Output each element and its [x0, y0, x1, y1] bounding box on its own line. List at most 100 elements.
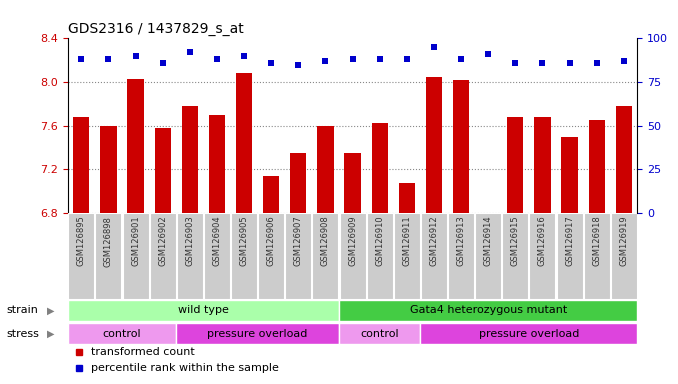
Point: [483, 51, 494, 57]
FancyBboxPatch shape: [150, 213, 176, 299]
Point: [510, 60, 521, 66]
Text: GSM126902: GSM126902: [158, 216, 167, 266]
Point: [374, 56, 385, 63]
Text: GSM126915: GSM126915: [511, 216, 520, 266]
Text: GSM126905: GSM126905: [239, 216, 249, 266]
Point: [456, 56, 466, 63]
Text: GSM126911: GSM126911: [402, 216, 412, 266]
FancyBboxPatch shape: [123, 213, 148, 299]
FancyBboxPatch shape: [68, 323, 176, 344]
Point: [591, 60, 602, 66]
Text: wild type: wild type: [178, 305, 229, 315]
Point: [293, 61, 304, 68]
Text: GSM126898: GSM126898: [104, 216, 113, 266]
Point: [266, 60, 277, 66]
Point: [184, 49, 195, 55]
Text: percentile rank within the sample: percentile rank within the sample: [91, 362, 279, 372]
Bar: [507, 117, 523, 213]
FancyBboxPatch shape: [394, 213, 420, 299]
Point: [76, 56, 87, 63]
Bar: [127, 79, 144, 213]
FancyBboxPatch shape: [177, 213, 203, 299]
FancyBboxPatch shape: [339, 323, 420, 344]
FancyBboxPatch shape: [421, 213, 447, 299]
Point: [239, 53, 250, 59]
Text: GSM126916: GSM126916: [538, 216, 547, 266]
Text: ▶: ▶: [47, 329, 55, 339]
Point: [618, 58, 629, 64]
FancyBboxPatch shape: [584, 213, 610, 299]
Text: GSM126914: GSM126914: [483, 216, 493, 266]
Point: [564, 60, 575, 66]
Text: GSM126907: GSM126907: [294, 216, 303, 266]
FancyBboxPatch shape: [204, 213, 230, 299]
Text: GSM126895: GSM126895: [77, 216, 86, 266]
Bar: [100, 126, 117, 213]
Bar: [589, 120, 605, 213]
Point: [401, 56, 412, 63]
Text: GSM126904: GSM126904: [212, 216, 222, 266]
Bar: [182, 106, 198, 213]
Bar: [561, 137, 578, 213]
FancyBboxPatch shape: [367, 213, 393, 299]
Text: GSM126903: GSM126903: [185, 216, 195, 266]
FancyBboxPatch shape: [420, 323, 637, 344]
FancyBboxPatch shape: [448, 213, 474, 299]
Bar: [399, 183, 415, 213]
Text: control: control: [361, 329, 399, 339]
Text: Gata4 heterozygous mutant: Gata4 heterozygous mutant: [410, 305, 567, 315]
FancyBboxPatch shape: [258, 213, 284, 299]
Bar: [344, 153, 361, 213]
Bar: [534, 117, 551, 213]
Point: [212, 56, 222, 63]
Text: pressure overload: pressure overload: [207, 329, 308, 339]
FancyBboxPatch shape: [68, 300, 339, 321]
Text: GSM126901: GSM126901: [131, 216, 140, 266]
Text: ▶: ▶: [47, 305, 55, 315]
Text: GDS2316 / 1437829_s_at: GDS2316 / 1437829_s_at: [68, 22, 243, 36]
Point: [537, 60, 548, 66]
FancyBboxPatch shape: [340, 213, 365, 299]
Bar: [73, 117, 89, 213]
Bar: [616, 106, 632, 213]
Point: [347, 56, 358, 63]
FancyBboxPatch shape: [68, 213, 94, 299]
Text: stress: stress: [7, 329, 39, 339]
Text: pressure overload: pressure overload: [479, 329, 579, 339]
FancyBboxPatch shape: [530, 213, 555, 299]
Text: GSM126908: GSM126908: [321, 216, 330, 266]
Point: [428, 44, 439, 50]
FancyBboxPatch shape: [339, 300, 637, 321]
Text: GSM126917: GSM126917: [565, 216, 574, 266]
FancyBboxPatch shape: [611, 213, 637, 299]
FancyBboxPatch shape: [502, 213, 528, 299]
Bar: [209, 115, 225, 213]
Text: strain: strain: [7, 305, 39, 315]
FancyBboxPatch shape: [557, 213, 582, 299]
FancyBboxPatch shape: [475, 213, 501, 299]
Text: GSM126919: GSM126919: [619, 216, 629, 266]
FancyBboxPatch shape: [313, 213, 338, 299]
Text: transformed count: transformed count: [91, 347, 195, 357]
Bar: [290, 153, 306, 213]
FancyBboxPatch shape: [285, 213, 311, 299]
Text: GSM126918: GSM126918: [592, 216, 601, 266]
Text: GSM126910: GSM126910: [375, 216, 384, 266]
Bar: [372, 122, 388, 213]
FancyBboxPatch shape: [96, 213, 121, 299]
Bar: [155, 128, 171, 213]
Bar: [317, 126, 334, 213]
Text: GSM126906: GSM126906: [266, 216, 276, 266]
FancyBboxPatch shape: [176, 323, 339, 344]
Point: [103, 56, 114, 63]
Bar: [426, 77, 442, 213]
Bar: [263, 176, 279, 213]
Point: [130, 53, 141, 59]
Point: [320, 58, 331, 64]
Bar: [453, 80, 469, 213]
Point: [157, 60, 168, 66]
FancyBboxPatch shape: [231, 213, 257, 299]
Text: control: control: [103, 329, 141, 339]
Text: GSM126912: GSM126912: [429, 216, 439, 266]
Text: GSM126909: GSM126909: [348, 216, 357, 266]
